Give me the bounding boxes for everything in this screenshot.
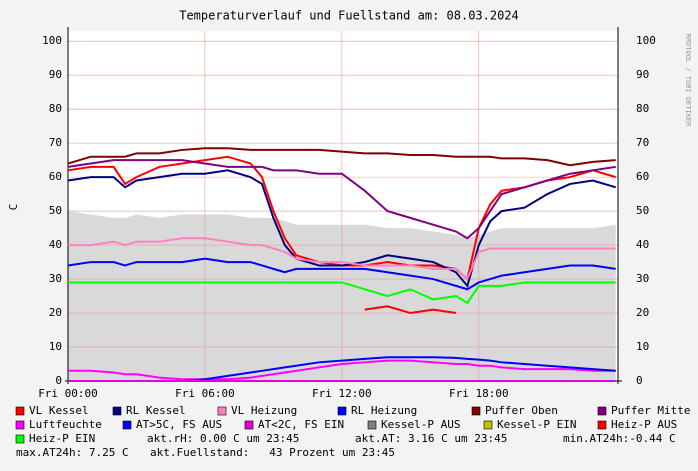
y-tick-label: 20 (49, 306, 62, 319)
y-tick-label: 80 (49, 102, 62, 115)
y-tick-label: 10 (49, 340, 62, 353)
y-tick-label: 40 (636, 238, 649, 251)
y-tick-label: 0 (55, 374, 62, 387)
legend-swatch (597, 420, 607, 430)
stat-text: akt.AT: 3.16 C um 23:45 (355, 432, 507, 445)
line (67, 159, 616, 240)
y-tick-label: 30 (49, 272, 62, 285)
legend-swatch (15, 420, 25, 430)
y-tick-label: 100 (636, 34, 656, 47)
y-tick-label: 20 (636, 306, 649, 319)
line (67, 155, 617, 281)
y-tick-label: 40 (49, 238, 62, 251)
y-tick-label: 50 (49, 204, 62, 217)
legend-swatch (597, 406, 607, 416)
y-tick-label: 70 (636, 136, 649, 149)
y-tick-label: 80 (636, 102, 649, 115)
y-tick-label: 90 (636, 68, 649, 81)
legend-label: VL Kessel (29, 404, 89, 417)
y-tick-label: 30 (636, 272, 649, 285)
line (67, 169, 617, 288)
legend-label: RL Heizung (351, 404, 417, 417)
legend-swatch (15, 434, 25, 444)
y-tick-label: 90 (49, 68, 62, 81)
y-tick-label: 50 (636, 204, 649, 217)
legend-label: Heiz-P EIN (29, 432, 95, 445)
legend-label: VL Heizung (231, 404, 297, 417)
y-tick-label: 60 (49, 170, 62, 183)
x-tick-label: Fri 06:00 (175, 387, 235, 400)
legend-swatch (217, 406, 227, 416)
legend-label: Puffer Oben (485, 404, 558, 417)
line (364, 305, 457, 315)
y-tick-label: 0 (636, 374, 643, 387)
chart-title: Temperaturverlauf und Fuellstand am: 08.… (179, 9, 519, 23)
legend-swatch (15, 406, 25, 416)
line (67, 147, 616, 167)
legend-swatch (471, 406, 481, 416)
legend-label: AT<2C, FS EIN (258, 418, 344, 431)
y-tick-label: 10 (636, 340, 649, 353)
y-tick-label: 60 (636, 170, 649, 183)
legend-label: Kessel-P EIN (497, 418, 576, 431)
legend-swatch (122, 420, 132, 430)
legend-swatch (483, 420, 493, 430)
y-axis-label: C (7, 204, 20, 211)
legend-label: Luftfeuchte (29, 418, 102, 431)
stat-text: akt.Fuellstand: 43 Prozent um 23:45 (150, 446, 395, 459)
legend-swatch (367, 420, 377, 430)
stat-text: max.AT24h: 7.25 C (16, 446, 129, 459)
legend-label: Kessel-P AUS (381, 418, 460, 431)
legend-swatch (337, 406, 347, 416)
side-text: RRDTOOL / TOBI OETIKER (684, 34, 692, 128)
stat-text: min.AT24h:-0.44 C (563, 432, 676, 445)
stat-text: akt.rH: 0.00 C um 23:45 (147, 432, 299, 445)
line (68, 281, 616, 305)
legend-swatch (244, 420, 254, 430)
legend-label: Heiz-P AUS (611, 418, 677, 431)
legend-label: Puffer Mitte (611, 404, 690, 417)
x-tick-label: Fri 18:00 (449, 387, 509, 400)
x-tick-label: Fri 00:00 (38, 387, 98, 400)
line (68, 359, 616, 381)
y-tick-label: 100 (42, 34, 62, 47)
legend-label: AT>5C, FS AUS (136, 418, 222, 431)
legend-label: RL Kessel (126, 404, 186, 417)
x-tick-label: Fri 12:00 (312, 387, 372, 400)
line (67, 257, 616, 291)
line (68, 237, 616, 281)
y-tick-label: 70 (49, 136, 62, 149)
legend-swatch (112, 406, 122, 416)
